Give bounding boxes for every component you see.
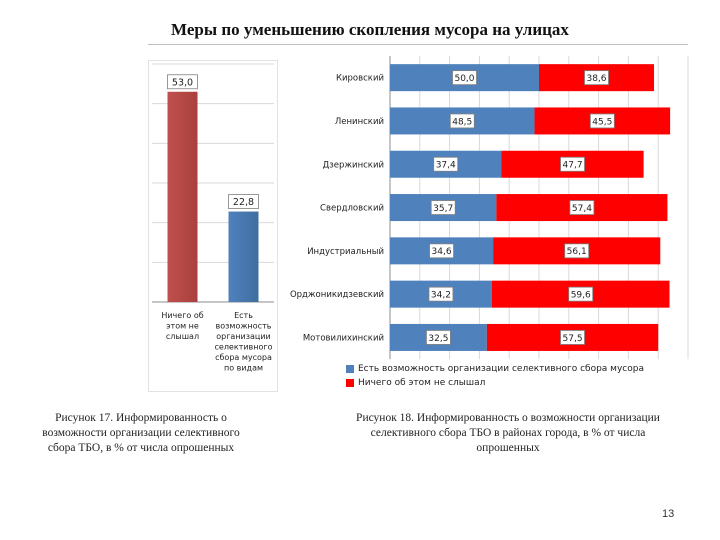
data-label: 47,7 xyxy=(563,161,583,171)
data-label: 38,6 xyxy=(586,74,606,84)
legend-label: Есть возможность организации селективног… xyxy=(358,364,644,374)
data-label: 50,0 xyxy=(454,74,474,84)
category-label: Ничего об этом не слышал xyxy=(161,311,203,341)
data-label-box xyxy=(449,113,475,129)
category-label: Дзержинский xyxy=(323,160,384,170)
category-label: Орджоникидзевский xyxy=(290,290,384,300)
data-label-box xyxy=(452,70,477,86)
data-label-box xyxy=(433,156,459,172)
category-label: Свердловский xyxy=(320,204,384,214)
data-label-box xyxy=(430,200,456,215)
data-label: 37,4 xyxy=(436,161,456,171)
legend-item-series-2: Ничего об этом не слышал xyxy=(346,376,644,390)
legend-label: Ничего об этом не слышал xyxy=(358,378,486,388)
data-label-box xyxy=(428,286,454,302)
left-figure-frame xyxy=(148,60,278,392)
data-label-box xyxy=(228,194,259,209)
data-label: 56,1 xyxy=(567,247,587,257)
page-title: Меры по уменьшению скопления мусора на у… xyxy=(171,20,569,39)
data-label: 34,2 xyxy=(431,290,451,300)
title-divider xyxy=(148,44,688,45)
data-label: 35,7 xyxy=(433,204,453,214)
data-label-box xyxy=(560,330,585,345)
legend-swatch-red xyxy=(346,379,354,387)
data-label: 22,8 xyxy=(233,197,254,208)
category-label: Индустриальный xyxy=(307,247,384,257)
data-label-box xyxy=(584,70,609,86)
category-label: Есть возможность организации селективного сб… xyxy=(215,311,273,373)
data-label: 32,5 xyxy=(428,334,448,344)
left-figure-caption: Рисунок 17. Информированность о возможно… xyxy=(42,412,240,454)
data-label-box xyxy=(560,156,585,172)
data-label: 57,4 xyxy=(572,204,592,214)
data-label: 34,6 xyxy=(432,247,452,257)
bar xyxy=(167,91,198,303)
data-label-box xyxy=(568,286,594,302)
data-label-box xyxy=(569,200,595,215)
data-label-box xyxy=(589,113,615,129)
data-label: 45,5 xyxy=(592,117,612,127)
data-label-box xyxy=(167,74,198,90)
legend-item-series-1: Есть возможность организации селективног… xyxy=(346,362,644,376)
data-label: 59,6 xyxy=(571,290,591,300)
right-figure-caption: Рисунок 18. Информированность о возможно… xyxy=(356,412,660,454)
bar xyxy=(228,211,259,302)
legend-swatch-blue xyxy=(346,365,354,373)
data-label: 57,5 xyxy=(563,334,583,344)
data-label-box xyxy=(429,243,454,259)
category-label: Ленинский xyxy=(335,117,384,127)
data-label: 53,0 xyxy=(172,77,193,88)
data-label: 48,5 xyxy=(452,117,472,127)
data-label-box xyxy=(426,330,451,345)
category-label: Мотовилихинский xyxy=(303,333,384,343)
data-label-box xyxy=(564,243,590,259)
category-label: Кировский xyxy=(336,74,384,84)
page-number: 13 xyxy=(662,508,675,520)
right-chart-legend: Есть возможность организации селективног… xyxy=(346,362,644,390)
